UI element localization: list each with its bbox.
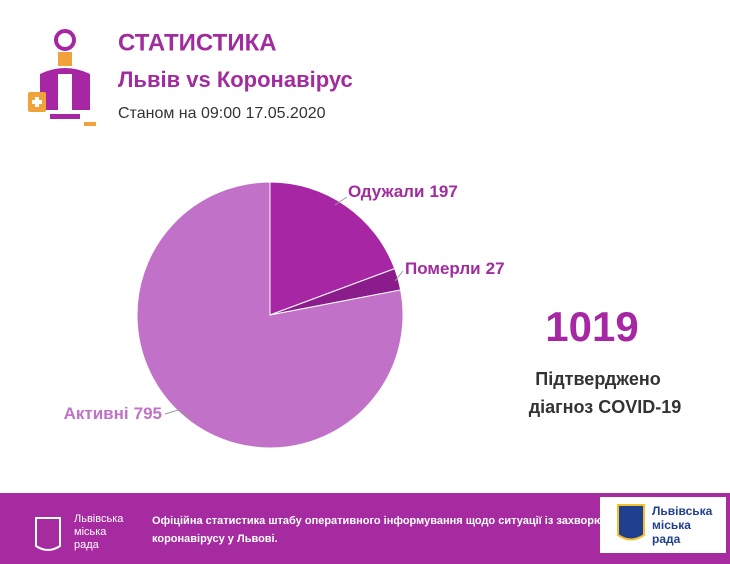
slice-category: Померли	[405, 259, 481, 278]
pie: Одужали 197 Померли 27 Активні 795	[64, 181, 505, 449]
slice-label: Одужали 197	[348, 182, 458, 201]
slice-value: 795	[134, 404, 162, 423]
logo-text: Львівська	[652, 504, 713, 518]
slice-value: 197	[429, 182, 457, 201]
footer-text: Офіційна статистика штабу оперативного і…	[152, 515, 661, 527]
logo-text: рада	[652, 532, 681, 546]
total-caption: Підтверджено	[535, 369, 660, 389]
pie-slice	[136, 181, 404, 449]
total: 1019	[545, 303, 638, 350]
doctor-icon	[28, 29, 96, 126]
logo-text: Львівська	[74, 513, 124, 525]
slice-label: Померли 27	[405, 259, 505, 278]
leader-line	[334, 196, 348, 206]
logo-text: рада	[74, 539, 100, 551]
logo-left	[35, 517, 61, 551]
pie-slice	[269, 181, 396, 316]
leader-line	[394, 270, 404, 282]
subtitle: Львів vs Коронавірус	[118, 67, 353, 92]
slice-value: 27	[486, 259, 505, 278]
date: Станом на 09:00 17.05.2020	[118, 105, 326, 122]
slice-category: Активні	[64, 404, 129, 423]
logo-text: міська	[652, 518, 691, 532]
slice-label: Активні 795	[64, 404, 162, 423]
footer-text: коронавірусу у Львові.	[152, 533, 278, 545]
logo-text: міська	[74, 526, 107, 538]
logo-right	[617, 504, 645, 541]
title: СТАТИСТИКА	[118, 29, 277, 56]
leader-line	[164, 409, 191, 419]
total-caption: діагноз COVID-19	[529, 397, 682, 417]
slice-category: Одужали	[348, 182, 424, 201]
